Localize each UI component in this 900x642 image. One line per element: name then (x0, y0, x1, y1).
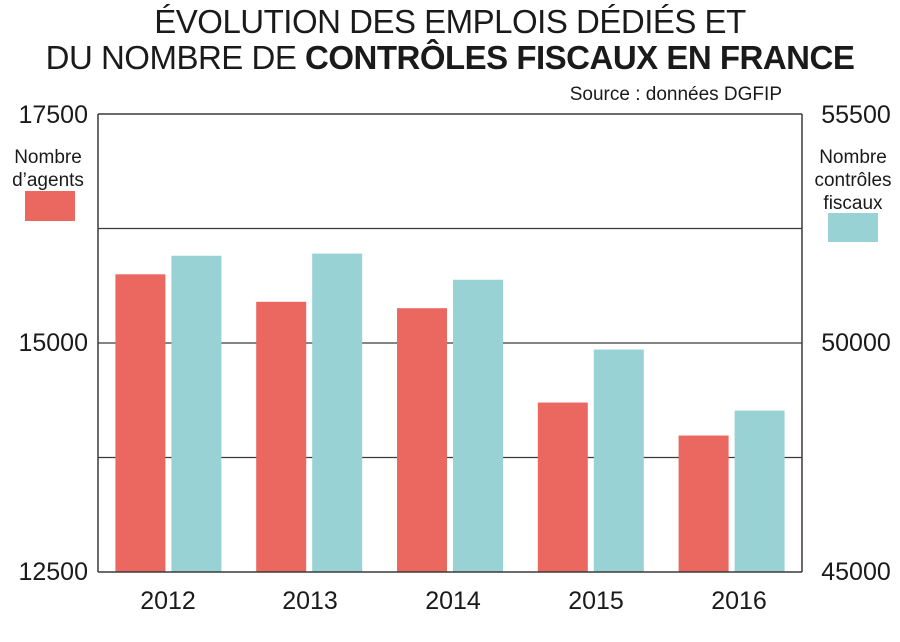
x-tick-label: 2013 (282, 587, 338, 615)
bar-controles (312, 253, 363, 573)
chart-title-regular: DU NOMBRE DE (45, 39, 297, 76)
bar-agents (397, 308, 447, 572)
chart-title-line1: ÉVOLUTION DES EMPLOIS DÉDIÉS ET (154, 3, 746, 40)
right-tick-label: 45000 (821, 558, 891, 586)
bar-agents (256, 301, 307, 572)
source-note: Source : données DGFIP (569, 84, 782, 105)
bars (115, 253, 785, 573)
right-tick-label: 50000 (821, 329, 891, 357)
bar-controles (453, 279, 503, 572)
bar-agents (537, 402, 588, 572)
x-tick-label: 2016 (711, 587, 767, 615)
x-tick-label: 2015 (568, 587, 624, 615)
right-tick-label: 55500 (821, 101, 891, 129)
left-tick-label: 12500 (18, 558, 88, 586)
bar-controles (734, 410, 785, 572)
bar-controles (593, 349, 644, 572)
bar-agents (115, 274, 166, 572)
legend-right-line: fiscaux (823, 193, 883, 214)
bar-controles (171, 255, 222, 572)
x-tick-label: 2014 (425, 587, 481, 615)
chart-title-bold: CONTRÔLES FISCAUX EN FRANCE (305, 39, 855, 76)
legend-left-line: Nombre (14, 147, 82, 168)
legend-swatch-controles (828, 213, 878, 242)
legend-left-line: d’agents (12, 170, 84, 191)
legend-right-line: contrôles (814, 170, 892, 191)
chart-title-line2: DU NOMBRE DE CONTRÔLES FISCAUX EN FRANCE (0, 40, 900, 76)
legend-right-line: Nombre (819, 147, 887, 168)
bar-agents (678, 435, 729, 572)
legend-left-label: Nombre d’agents (4, 146, 92, 192)
x-tick-label: 2012 (140, 587, 196, 615)
left-tick-label: 15000 (18, 329, 88, 357)
axes (97, 113, 803, 573)
left-tick-label: 17500 (18, 101, 88, 129)
legend-swatch-agents (25, 191, 75, 221)
legend-right-label: Nombre contrôles fiscaux (806, 146, 900, 215)
